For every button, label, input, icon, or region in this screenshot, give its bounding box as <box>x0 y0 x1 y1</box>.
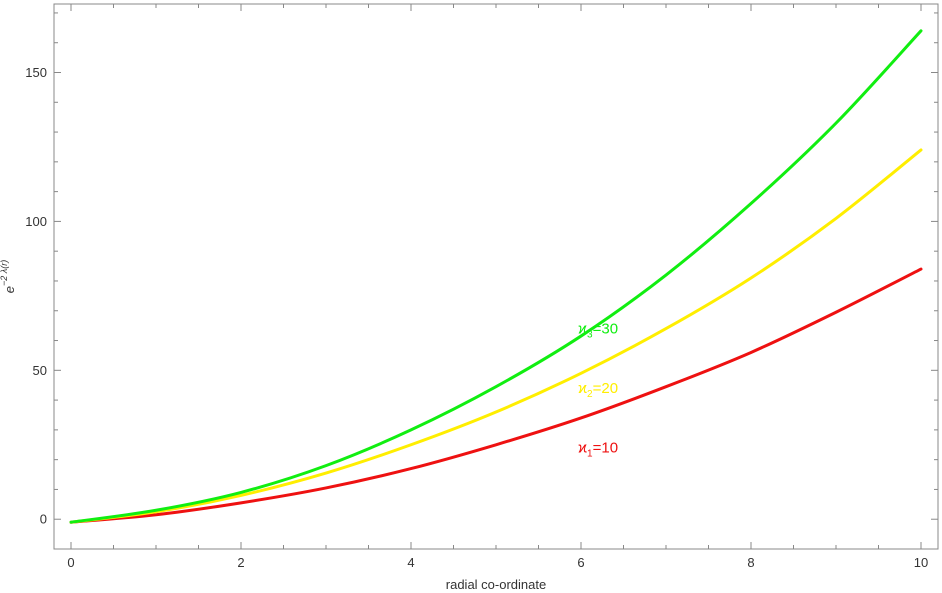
y-tick-label: 50 <box>33 363 47 378</box>
series-lines <box>69 29 923 524</box>
series-line <box>69 29 923 524</box>
series-label-symbol: ϰ <box>578 440 587 457</box>
series-line <box>69 148 923 524</box>
x-tick-label: 6 <box>577 555 584 570</box>
x-axis-title: radial co-ordinate <box>446 577 546 592</box>
y-tick-label: 150 <box>25 65 47 80</box>
series-line <box>69 267 923 524</box>
y-axis-title-exponent: −2 λ(r) <box>0 260 9 286</box>
series-label-symbol: ϰ <box>578 380 587 397</box>
y-axis-title-base: e <box>2 286 17 293</box>
series-label-value: =30 <box>593 321 618 338</box>
y-tick-label: 0 <box>40 512 47 527</box>
series-label: ϰ2=20 <box>578 380 618 400</box>
series-label: ϰ1=10 <box>578 440 618 460</box>
x-tick-label: 0 <box>67 555 74 570</box>
series-label-value: =20 <box>593 380 618 397</box>
x-tick-label: 8 <box>747 555 754 570</box>
series-label-subscript: 2 <box>587 389 593 400</box>
series-label-subscript: 3 <box>587 330 593 341</box>
x-tick-label: 4 <box>407 555 414 570</box>
x-tick-label: 2 <box>237 555 244 570</box>
series-label-subscript: 1 <box>587 449 593 460</box>
plot-frame <box>53 3 939 550</box>
series-label: ϰ3=30 <box>578 321 618 341</box>
x-tick-label: 10 <box>914 555 928 570</box>
y-axis-title: e−2 λ(r) <box>0 260 17 293</box>
plot-border <box>53 3 939 550</box>
series-label-symbol: ϰ <box>578 321 587 338</box>
y-tick-label: 100 <box>25 214 47 229</box>
series-label-value: =10 <box>593 440 618 457</box>
